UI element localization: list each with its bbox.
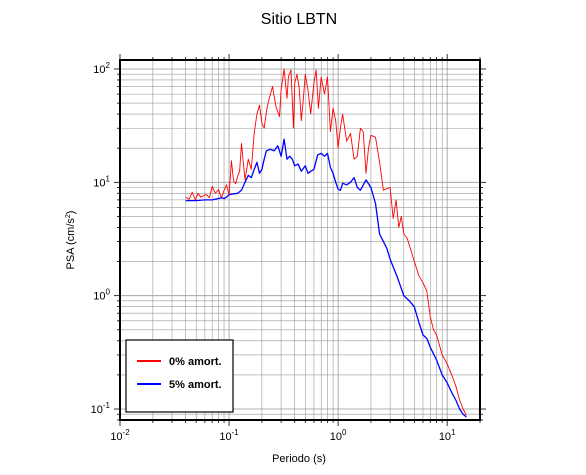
y-tick-label: 101 [93, 174, 110, 189]
legend-box [125, 339, 234, 413]
chart-title: Sitio LBTN [261, 11, 337, 28]
plot-frame [119, 59, 481, 421]
y-tick-label: 100 [93, 288, 110, 303]
y-tick-label: 102 [93, 61, 110, 76]
legend-label-5pct: 5% amort. [169, 379, 222, 391]
y-axis-label: PSA (cm/s2) [65, 211, 77, 270]
y-tick-label: 10-1 [91, 401, 111, 416]
legend-label-0pct: 0% amort. [169, 356, 222, 368]
y-tick-labels: 10-1 100 101 102 [91, 61, 111, 416]
series-line-5pct [185, 138, 467, 418]
plot-grid [119, 60, 481, 421]
legend: 0% amort. 5% amort. [125, 339, 234, 413]
series-line-0pct [185, 68, 467, 416]
x-tick-labels: 10-2 10-1 100 101 [110, 428, 456, 443]
x-tick-label: 101 [439, 428, 456, 443]
x-tick-label: 10-1 [219, 428, 239, 443]
x-tick-label: 10-2 [110, 428, 130, 443]
x-tick-label: 100 [330, 428, 347, 443]
data-series [185, 68, 467, 418]
x-axis-label: Periodo (s) [272, 453, 326, 465]
